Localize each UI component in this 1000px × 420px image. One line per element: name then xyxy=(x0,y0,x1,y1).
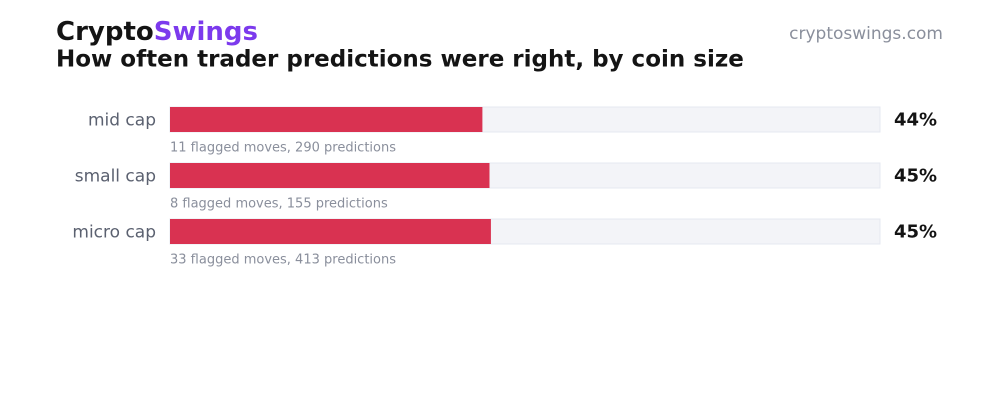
bar xyxy=(170,107,483,132)
row-note: 33 flagged moves, 413 predictions xyxy=(170,253,396,268)
source: cryptoswings.com xyxy=(789,24,943,44)
value-label: 44% xyxy=(894,110,937,131)
brand: CryptoSwings xyxy=(56,17,258,47)
value-label: 45% xyxy=(894,222,937,243)
brand-part: Crypto xyxy=(56,17,154,47)
category-label: mid cap xyxy=(88,111,156,131)
value-label: 45% xyxy=(894,166,937,187)
row-note: 8 flagged moves, 155 predictions xyxy=(170,197,388,212)
brand-part: Swings xyxy=(154,17,258,47)
category-label: small cap xyxy=(75,167,156,187)
chart-title: How often trader predictions were right,… xyxy=(56,47,744,73)
bar xyxy=(170,163,490,188)
bar xyxy=(170,219,491,244)
row-note: 11 flagged moves, 290 predictions xyxy=(170,141,396,156)
category-label: micro cap xyxy=(72,223,156,243)
